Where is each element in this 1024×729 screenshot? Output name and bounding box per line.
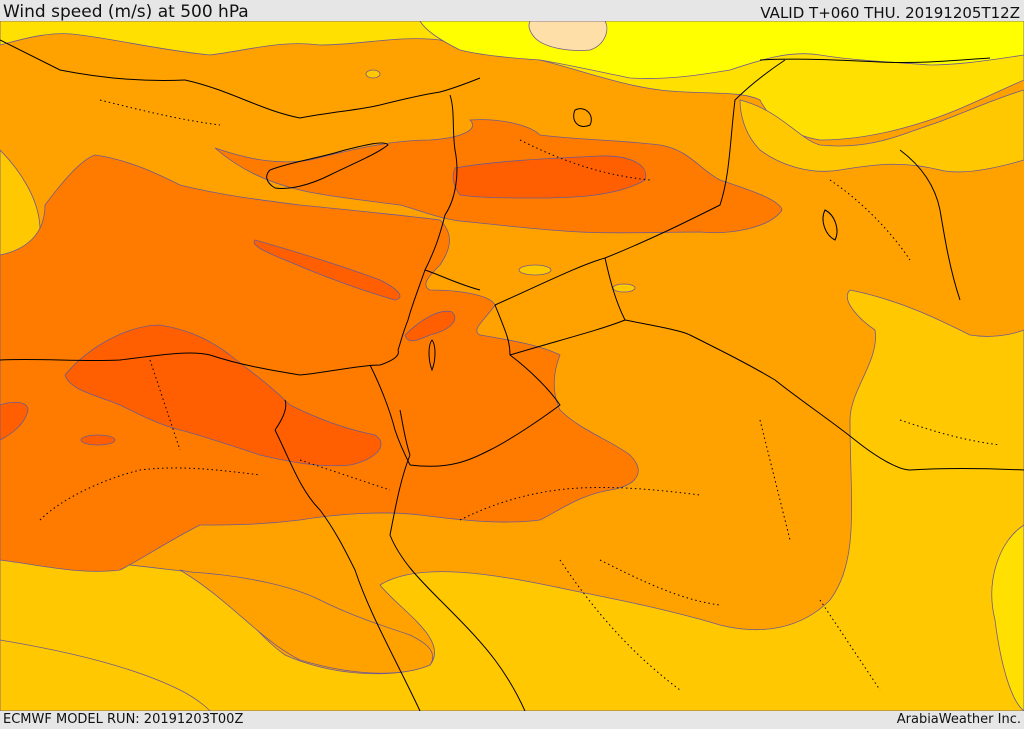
header-bar (0, 0, 1024, 21)
pocket-30-35-b (612, 283, 636, 293)
band-25-30-se (991, 524, 1024, 711)
coast-black-sea (759, 57, 991, 64)
border-syria-jordan (424, 269, 481, 291)
coast-red-sea-west (274, 429, 421, 711)
coast-turkey-south (184, 77, 481, 119)
band-45-50-egypt (64, 324, 382, 467)
pocket-low-speed (528, 21, 608, 51)
band-45-50-north (452, 155, 647, 199)
valid-time-label: VALID T+060 THU. 20191205T12Z (760, 4, 1020, 22)
pocket-30-35-c (365, 69, 381, 79)
band-35-40-sw-tongue (179, 569, 433, 674)
pocket-45-50-a (80, 434, 116, 446)
province-borders (39, 99, 1001, 691)
band-40-45-main (0, 154, 639, 572)
footer-bar (0, 711, 1024, 729)
coast-lake-van (573, 108, 592, 127)
band-30-35-corner (0, 639, 211, 711)
pocket-45-50-d (404, 310, 456, 342)
pocket-30-35-a (518, 264, 552, 276)
coast-egypt-north (0, 349, 399, 376)
wind-speed-map (0, 21, 1024, 711)
border-egypt-israel (369, 364, 411, 466)
coast-gulf-suez (274, 399, 287, 431)
coast-dead-sea (428, 339, 436, 372)
coast-levant (397, 94, 458, 351)
model-run-label: ECMWF MODEL RUN: 20191203T00Z (3, 712, 244, 727)
border-jordan-saudi (409, 304, 561, 467)
political-borders (369, 59, 1024, 471)
pocket-45-50-c (253, 239, 401, 301)
coast-turkey-aegean (0, 39, 186, 82)
coast-red-sea-east (389, 454, 526, 711)
coast-cyprus (266, 142, 389, 189)
pocket-45-50-b (0, 401, 29, 441)
coast-caspian (899, 149, 961, 301)
credit-label: ArabiaWeather Inc. (896, 712, 1021, 727)
coast-lake-urmia (822, 209, 838, 241)
coastlines (0, 39, 991, 711)
border-iraq-jordan-link (604, 257, 626, 321)
coast-gulf-aqaba (399, 409, 411, 456)
border-syria-iraq (494, 59, 786, 306)
map-title: Wind speed (m/s) at 500 hPa (3, 2, 249, 22)
band-30-35-ne (739, 89, 1024, 173)
